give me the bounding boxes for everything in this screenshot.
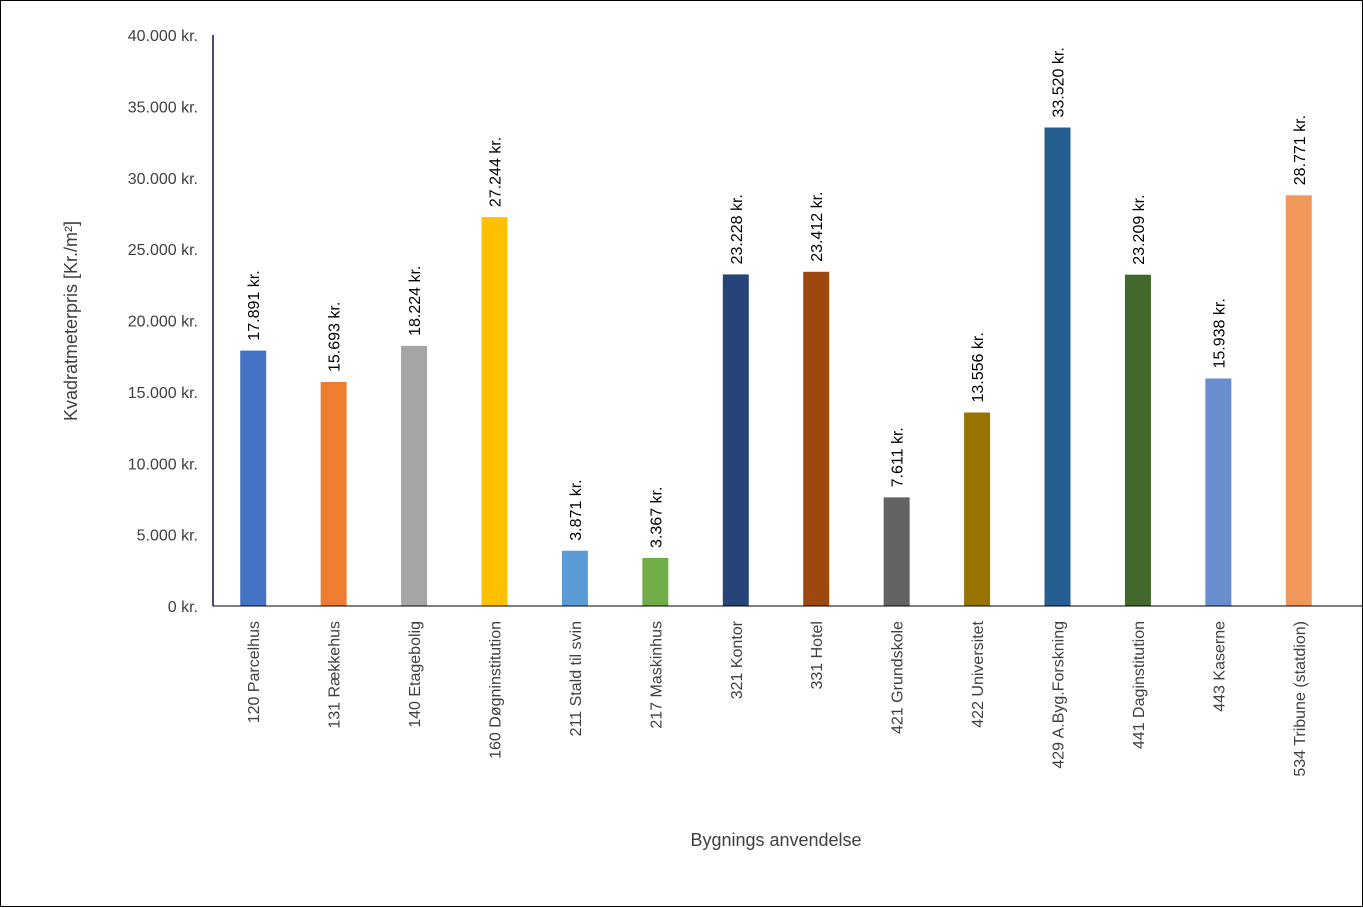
data-label: 23.209 kr.	[1131, 194, 1148, 264]
x-tick-label: 140 Etagebolig	[407, 621, 424, 728]
y-tick-label: 15.000 kr.	[128, 385, 198, 402]
data-label: 33.520 kr.	[1051, 47, 1068, 117]
data-label: 15.938 kr.	[1211, 298, 1228, 368]
x-tick-label: 429 A.Byg.Forskning	[1051, 621, 1068, 769]
bar	[883, 497, 910, 606]
x-tick-label: 422 Universitet	[970, 620, 987, 727]
y-tick-label: 25.000 kr.	[128, 242, 198, 259]
data-label: 15.693 kr.	[327, 302, 344, 372]
y-tick-label: 40.000 kr.	[128, 28, 198, 45]
data-label: 3.367 kr.	[648, 487, 665, 548]
bar	[481, 217, 508, 606]
data-label: 28.771 kr.	[1292, 115, 1309, 185]
x-tick-label: 321 Kontor	[729, 620, 746, 699]
x-tick-label: 160 Døgninstitution	[488, 621, 505, 759]
bar	[1124, 274, 1151, 606]
x-tick-label: 534 Tribune (statdion)	[1292, 621, 1309, 777]
y-tick-label: 5.000 kr.	[137, 528, 198, 545]
y-axis-title: Kvadratmeterpris [Kr./m²]	[61, 221, 81, 421]
data-label: 7.611 kr.	[890, 427, 907, 487]
data-label: 17.891 kr.	[246, 270, 263, 340]
data-label: 18.224 kr.	[407, 266, 424, 336]
y-tick-label: 10.000 kr.	[128, 456, 198, 473]
bar	[1285, 195, 1312, 606]
bar	[320, 381, 347, 606]
y-tick-label: 35.000 kr.	[128, 99, 198, 116]
data-label: 27.244 kr.	[488, 137, 505, 207]
x-tick-label: 131 Rækkehus	[327, 621, 344, 729]
y-axis-ticks: 0 kr. 5.000 kr. 10.000 kr. 15.000 kr. 20.000…	[128, 28, 198, 616]
x-tick-label: 441 Daginstitution	[1131, 621, 1148, 749]
bar	[803, 271, 830, 606]
bar	[1044, 127, 1071, 606]
bar	[642, 557, 669, 606]
y-tick-label: 0 kr.	[168, 599, 198, 616]
x-tick-label: 120 Parcelhus	[246, 621, 263, 723]
bar	[1205, 378, 1232, 606]
y-tick-label: 30.000 kr.	[128, 171, 198, 188]
bars	[240, 127, 1312, 606]
x-tick-label: 331 Hotel	[809, 621, 826, 690]
data-label: 23.412 kr.	[809, 192, 826, 262]
y-tick-label: 20.000 kr.	[128, 314, 198, 331]
bar	[722, 274, 749, 606]
data-label: 3.871 kr.	[568, 479, 585, 540]
bar	[240, 350, 267, 606]
x-tick-label: 443 Kaserne	[1211, 621, 1228, 712]
x-axis-title: Bygnings anvendelse	[690, 830, 861, 850]
bar	[561, 550, 588, 606]
x-tick-label: 217 Maskinhus	[648, 621, 665, 729]
x-tick-label: 421 Grundskole	[890, 621, 907, 734]
data-labels: 17.891 kr. 15.693 kr. 18.224 kr. 27.244 kr.…	[246, 47, 1309, 548]
data-label: 13.556 kr.	[970, 332, 987, 402]
x-axis-ticks: 120 Parcelhus 131 Rækkehus 140 Etagebolig 1…	[246, 620, 1309, 776]
bar	[964, 412, 991, 606]
data-label: 23.228 kr.	[729, 194, 746, 264]
bar	[401, 345, 428, 606]
x-tick-label: 211 Stald til svin	[568, 621, 585, 736]
